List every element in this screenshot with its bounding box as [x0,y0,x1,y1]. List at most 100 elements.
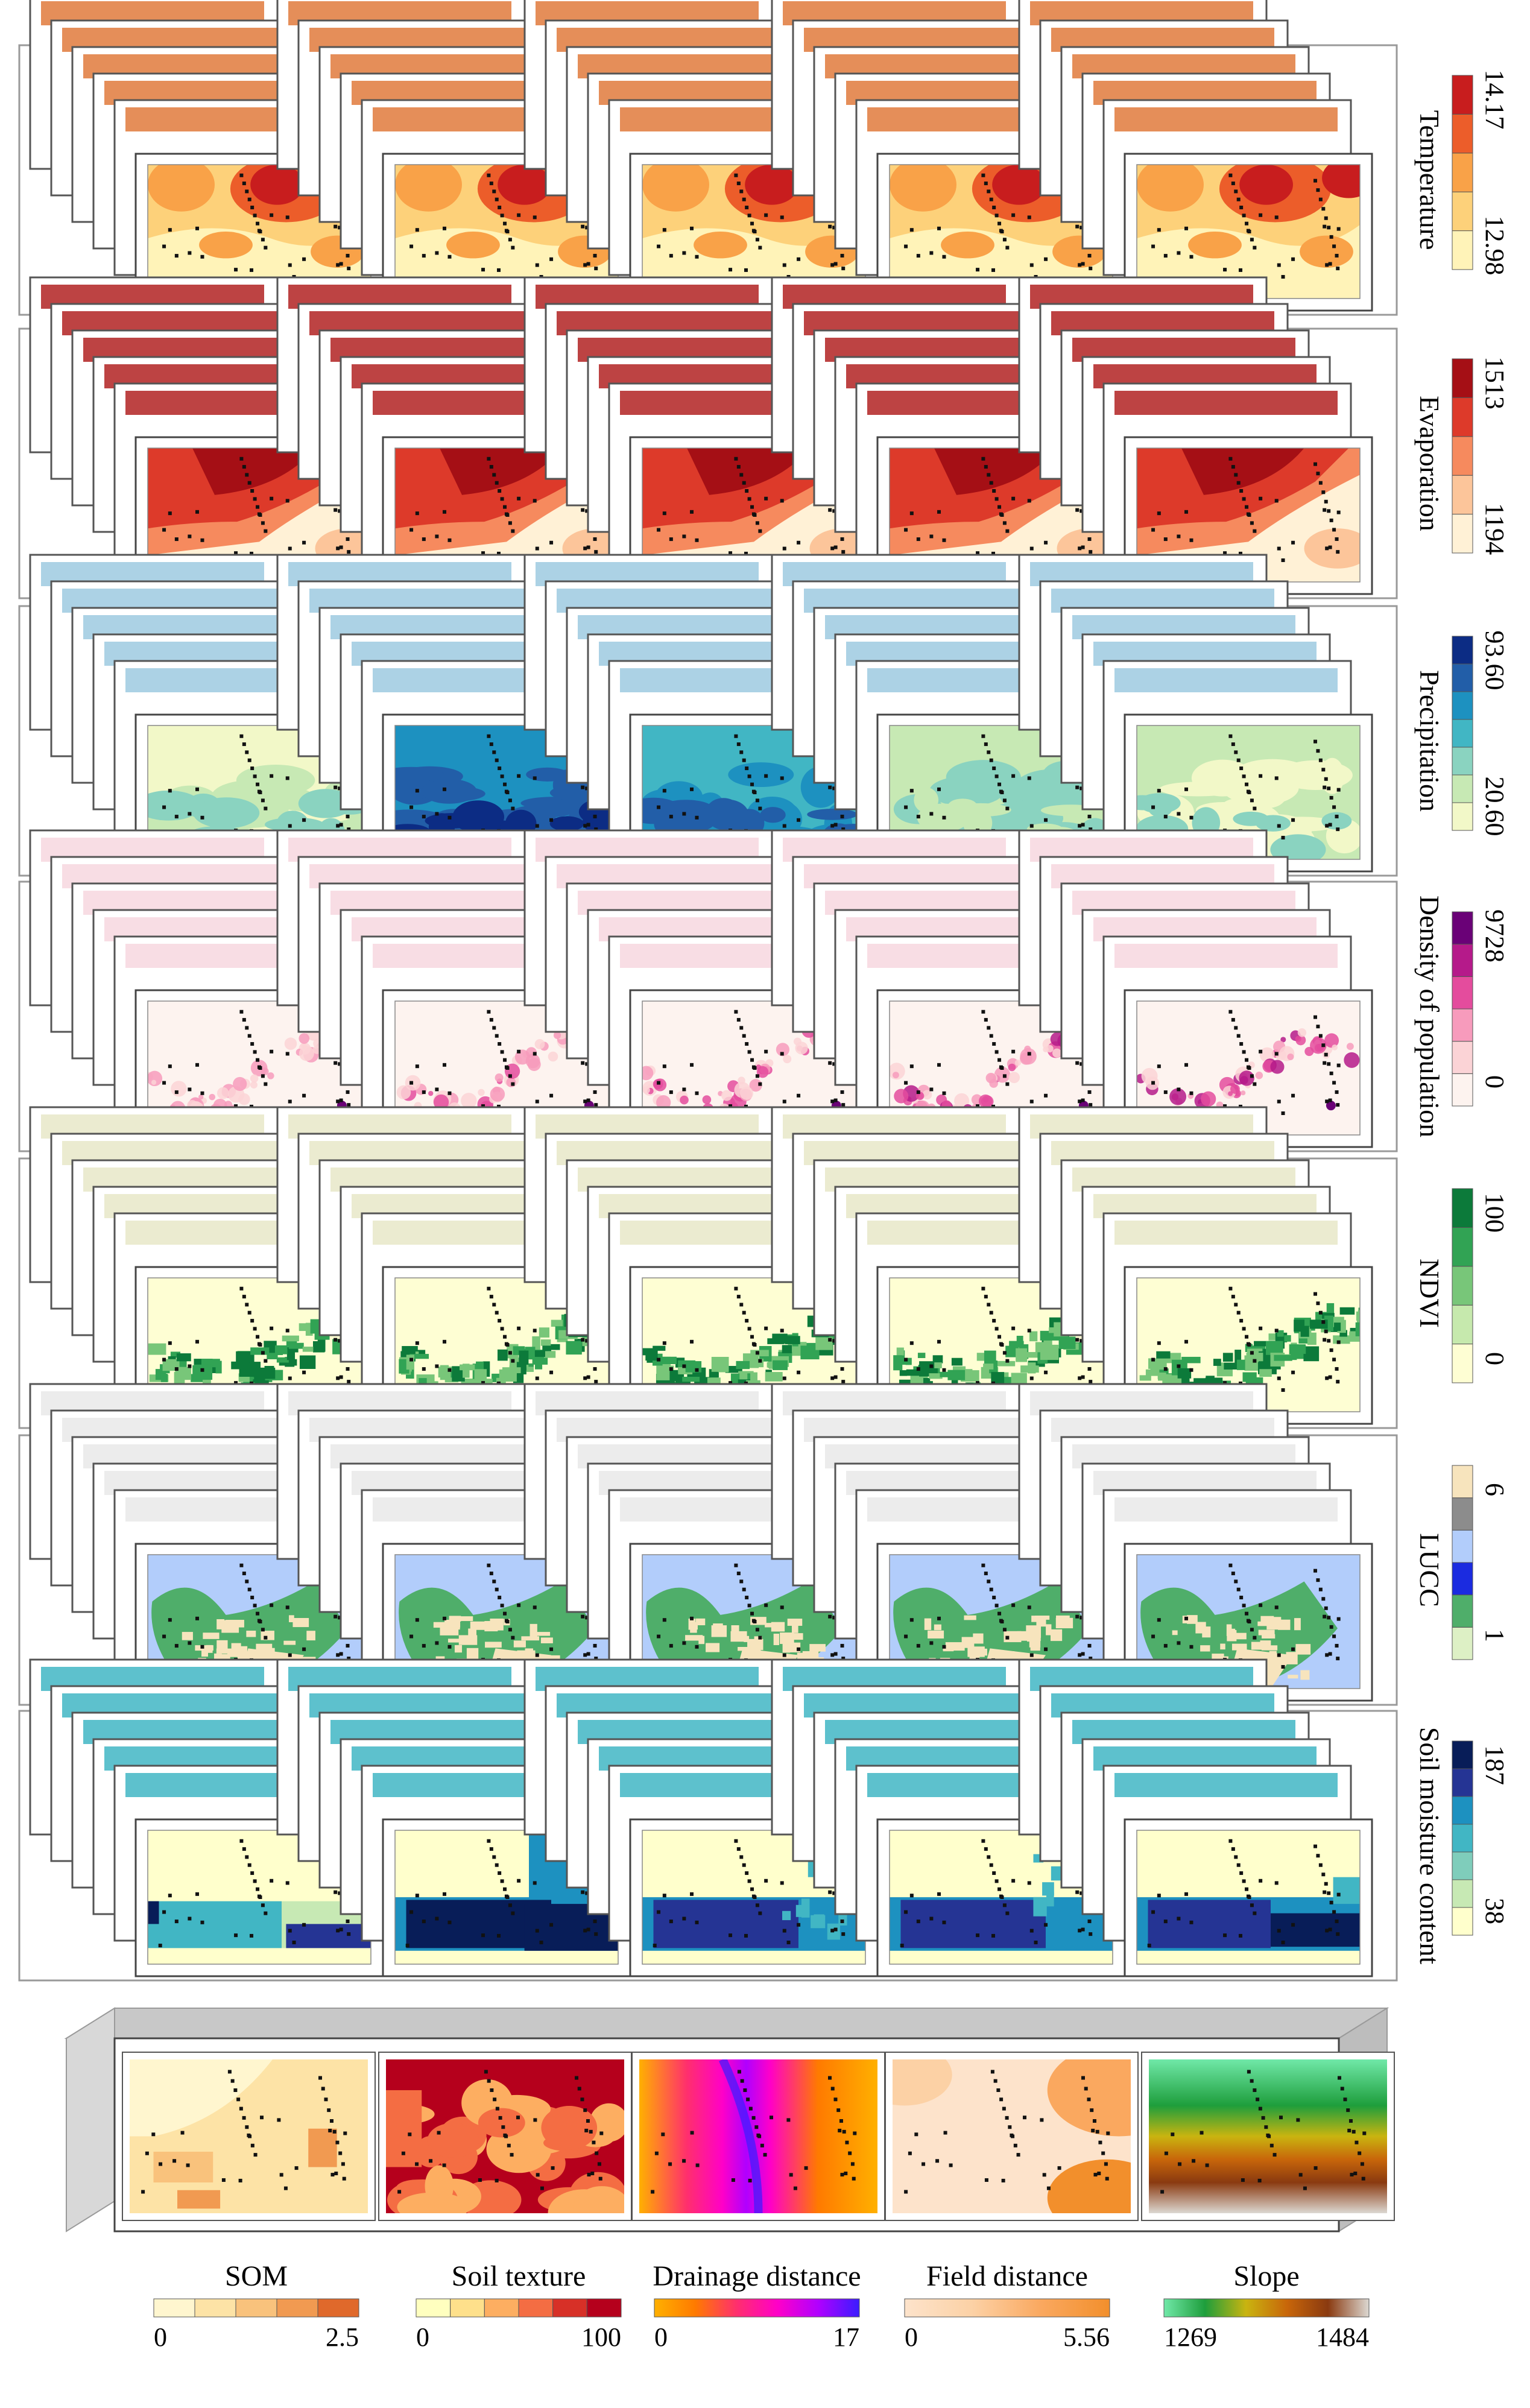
colorbar-swatch [1452,1344,1473,1383]
colorbar-swatch [1452,1594,1473,1628]
colorbar-swatch [1452,1188,1473,1228]
colorbar-swatch [1452,719,1473,748]
map-frame [1124,1818,1373,1977]
colorbar-swatch [1452,191,1473,232]
colorbar-swatch [1452,911,1473,945]
colorbar-swatch [1452,1465,1473,1499]
legend-swatch [276,2298,318,2318]
legend-min-label: 0 [905,2322,918,2352]
colorbar-precipitation: 93.60 20.60 [1452,631,1509,836]
row-label: Precipitation [1414,670,1445,812]
colorbar-swatch [1452,436,1473,476]
legend-bar [904,2298,1110,2318]
legend-min-label: 0 [654,2322,668,2352]
colorbar-swatch [1452,802,1473,831]
legend-swatch [518,2298,554,2318]
colorbar-max-label: 1513 [1480,356,1509,409]
legend-min-label: 1269 [1164,2322,1217,2352]
legend-title: SOM [225,2260,288,2292]
colorbar-swatch [1452,1529,1473,1563]
legend-swatch [586,2298,622,2318]
colorbar-swatch [1452,1796,1473,1825]
legend-drainage: Drainage distance 0 17 [653,2260,861,2352]
colorbar-swatch [1452,397,1473,437]
colorbar-swatch [1452,747,1473,776]
legend-min-label: 0 [416,2322,429,2352]
colorbar-swatch [1452,1304,1473,1345]
map-temperature [1136,164,1361,299]
legend-swatch [416,2298,451,2318]
colorbar-swatch [1452,1879,1473,1908]
colorbar-population: 9728 0 [1452,909,1509,1107]
legend-max-label: 5.56 [1063,2322,1110,2352]
legend-title: Slope [1233,2260,1299,2292]
static-map-som [122,2052,376,2221]
legend-title: Drainage distance [653,2260,861,2292]
row-soil_moisture: 187 38 Soil moisture content [18,1658,1509,1982]
colorbar-min-label: 12.98 [1480,216,1509,276]
colorbar-swatch [1452,1073,1473,1107]
colorbar-swatch [1452,636,1473,665]
map-frame [629,1818,879,1977]
legend-swatch [484,2298,519,2318]
row-label: Evaporation [1414,396,1445,531]
colorbar-evaporation: 1513 1194 [1452,356,1509,555]
colorbar-swatch [1452,976,1473,1010]
colorbar-max-label: 14.17 [1480,70,1509,130]
colorbar-min-label: 0 [1480,1075,1509,1089]
legend-min-label: 0 [154,2322,167,2352]
static-map-field [885,2052,1139,2221]
row-ndvi: 100 0 NDVI [18,1106,1509,1429]
row-label: Soil moisture content [1414,1727,1445,1965]
legend-bar [654,2298,860,2318]
colorbar-min-label: 38 [1480,1898,1509,1924]
row-label: NDVI [1414,1259,1445,1328]
colorbar-swatch [1452,1227,1473,1267]
row-label: LUCC [1414,1533,1445,1607]
colorbar-swatch [1452,1041,1473,1074]
colorbar-max-label: 187 [1480,1745,1509,1785]
colorbar-min-label: 1194 [1480,503,1509,555]
colorbar-swatch [1452,1497,1473,1531]
legend-field: Field distance 0 5.56 [904,2260,1110,2352]
legend-swatch [450,2298,485,2318]
colorbar-min-label: 20.60 [1480,777,1509,836]
colorbar-swatch [1452,75,1473,115]
colorbar-swatch [1452,774,1473,803]
colorbar-soil_moisture: 187 38 [1452,1740,1509,1936]
map-soil_moisture [1136,1830,1361,1965]
colorbar-swatch [1452,153,1473,192]
colorbar-swatch [1452,113,1473,154]
legend-swatch [235,2298,277,2318]
legend-max-label: 1484 [1316,2322,1369,2352]
row-label: Temperature [1414,110,1445,250]
legend-max-label: 17 [833,2322,859,2352]
legend-swatch [194,2298,236,2318]
colorbar-max-label: 9728 [1480,909,1509,962]
colorbar-swatch [1452,1562,1473,1596]
colorbar-min-label: 1 [1480,1629,1509,1642]
row-label: Density of population [1414,896,1445,1137]
legend-swatch [153,2298,195,2318]
legend-title: Field distance [926,2260,1088,2292]
legend-bar [1163,2298,1370,2318]
static-map-soil_texture [378,2052,632,2221]
colorbar-ndvi: 100 0 [1452,1188,1509,1383]
static-map-slope [1141,2052,1395,2221]
colorbar-swatch [1452,1851,1473,1880]
colorbar-swatch [1452,1740,1473,1769]
row-temperature: 14.17 12.98 Temperature [18,0,1509,316]
colorbar-swatch [1452,475,1473,515]
static-map-drainage [631,2052,885,2221]
row-evaporation: 1513 1194 Evaporation [18,276,1509,599]
colorbar-swatch [1452,691,1473,720]
colorbar-swatch [1452,514,1473,554]
colorbar-swatch [1452,1626,1473,1660]
legend-soil_texture: Soil texture 0 100 [416,2260,622,2352]
colorbar-swatch [1452,1266,1473,1306]
legend-swatch [552,2298,587,2318]
legend-slope: Slope 1269 1484 [1163,2260,1370,2352]
legend-max-label: 100 [581,2322,621,2352]
